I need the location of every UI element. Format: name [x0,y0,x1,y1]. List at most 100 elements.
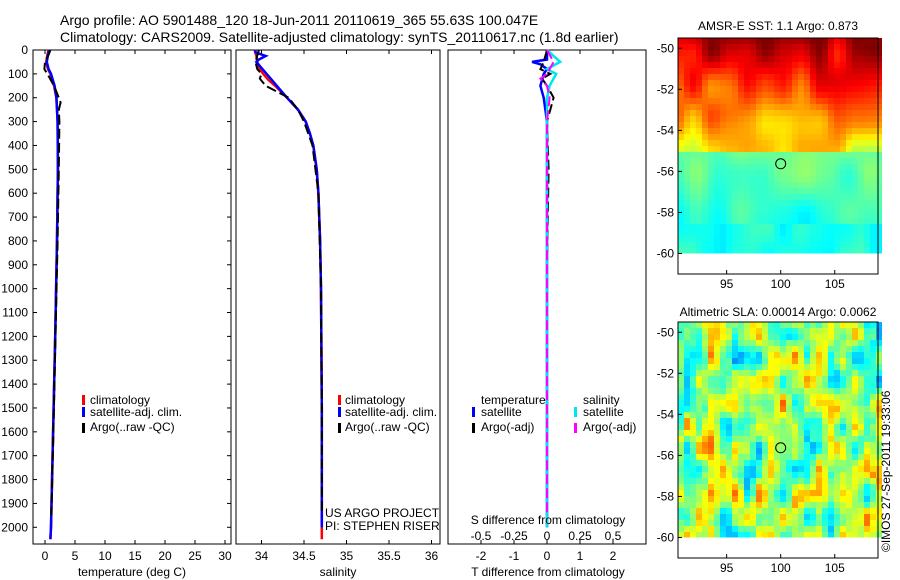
map-cell [780,364,786,370]
map-cell [852,86,858,92]
map-cell [786,358,792,364]
map-cell [738,496,744,502]
map-cell [786,164,792,170]
map-cell [780,80,786,86]
map-cell [768,44,774,50]
map-cell [804,526,810,532]
map-cell [708,176,714,182]
map-cell [690,514,696,520]
map-cell [846,98,852,104]
map-cell [720,134,726,140]
map-cell [732,526,738,532]
map-cell [696,170,702,176]
map-cell [690,194,696,200]
map-cell [708,152,714,158]
map-cell [768,454,774,460]
map-cell [792,460,798,466]
map-cell [744,502,750,508]
map-cell [708,526,714,532]
map-cell [696,532,702,538]
map-cell [732,334,738,340]
map-cell [780,418,786,424]
map-cell [816,442,822,448]
map-cell [732,358,738,364]
map-cell [864,340,870,346]
map-cell [840,236,846,242]
map-cell [708,242,714,248]
map-cell [690,430,696,436]
map-cell [780,188,786,194]
map-cell [720,170,726,176]
map-cell [864,38,870,44]
map-cell [702,376,708,382]
map-cell [816,200,822,206]
map-cell [840,92,846,98]
map-cell [834,236,840,242]
map-cell [858,206,864,212]
map-cell [696,442,702,448]
map-cell [852,382,858,388]
map-cell [690,376,696,382]
map-cell [846,322,852,328]
map-cell [720,68,726,74]
map-cell [864,364,870,370]
map-cell [720,116,726,122]
map-cell [678,496,684,502]
map-cell [828,176,834,182]
map-cell [798,442,804,448]
map-cell [834,472,840,478]
map-cell [780,128,786,134]
map-cell [750,340,756,346]
map-cell [876,388,882,394]
map-cell [702,80,708,86]
map-cell [708,478,714,484]
map-cell [762,146,768,152]
map-cell [738,490,744,496]
map-cell [852,140,858,146]
map-cell [876,152,882,158]
map-cell [798,412,804,418]
t-difference-label: T difference from climatology [471,565,625,579]
map-cell [726,110,732,116]
map-cell [762,224,768,230]
map-cell [870,436,876,442]
map-cell [714,212,720,218]
map-cell [756,146,762,152]
map-cell [822,188,828,194]
map-cell [792,382,798,388]
map-cell [816,406,822,412]
map-cell [822,406,828,412]
map-cell [852,466,858,472]
map-cell [714,508,720,514]
map-cell [834,224,840,230]
map-cell [726,38,732,44]
map-cell [786,436,792,442]
map-cell [702,206,708,212]
map-cell [846,158,852,164]
map-cell [762,176,768,182]
map-cell [690,364,696,370]
map-cell [870,346,876,352]
map-cell [864,140,870,146]
map-cell [852,206,858,212]
map-cell [774,472,780,478]
map-cell [732,74,738,80]
map-cell [774,436,780,442]
map-cell [828,364,834,370]
map-cell [684,460,690,466]
map-cell [870,370,876,376]
map-cell [684,358,690,364]
map-cell [678,532,684,538]
map-cell [870,454,876,460]
map-cell [792,436,798,442]
x-tick-label: 15 [128,549,142,563]
map-cell [774,188,780,194]
map-cell [864,182,870,188]
legend-climatology: climatology [90,393,150,407]
map-cell [708,92,714,98]
map-cell [708,44,714,50]
map-cell [738,430,744,436]
map-cell [864,44,870,50]
map-cell [726,364,732,370]
map-cell [720,478,726,484]
